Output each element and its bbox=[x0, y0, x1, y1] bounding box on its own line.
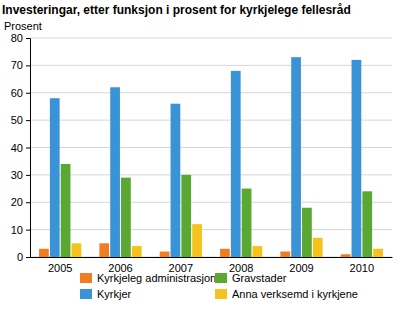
y-tick-label: 50 bbox=[11, 114, 23, 126]
y-tick-label: 60 bbox=[11, 87, 23, 99]
y-tick-label: 20 bbox=[11, 196, 23, 208]
bar bbox=[302, 208, 312, 257]
bar bbox=[99, 243, 109, 257]
bar bbox=[110, 87, 120, 257]
y-tick: 80 bbox=[11, 32, 30, 44]
y-tick-mark bbox=[26, 257, 30, 258]
y-tick: 10 bbox=[11, 224, 30, 236]
x-tick-label: 2009 bbox=[289, 262, 313, 274]
y-tick-label: 70 bbox=[11, 59, 23, 71]
y-tick-label: 30 bbox=[11, 169, 23, 181]
y-tick-label: 40 bbox=[11, 142, 23, 154]
grid bbox=[30, 38, 392, 257]
bar bbox=[192, 224, 202, 257]
y-tick-mark bbox=[26, 175, 30, 176]
y-tick: 50 bbox=[11, 114, 30, 126]
y-tick-label: 0 bbox=[17, 251, 23, 263]
x-tick-label: 2010 bbox=[350, 262, 374, 274]
y-tick: 0 bbox=[17, 251, 30, 263]
legend-item: Gravstader bbox=[215, 272, 287, 284]
y-tick: 40 bbox=[11, 142, 30, 154]
bar bbox=[253, 246, 263, 257]
bar bbox=[341, 254, 351, 257]
bar bbox=[50, 98, 60, 257]
x-axis-line bbox=[31, 257, 393, 258]
bar bbox=[171, 104, 181, 257]
y-tick-mark bbox=[26, 120, 30, 121]
legend-label: Kyrkjer bbox=[97, 288, 132, 300]
legend-label: Kyrkjeleg administrasjon bbox=[97, 272, 216, 284]
chart-title: Investeringar, etter funksjon i prosent … bbox=[2, 3, 351, 17]
chart-container: Investeringar, etter funksjon i prosent … bbox=[0, 0, 400, 320]
x-tick-label: 2005 bbox=[48, 262, 72, 274]
y-tick-mark bbox=[26, 230, 30, 231]
legend: Kyrkjeleg administrasjon Kyrkjer Gravstade… bbox=[80, 272, 358, 300]
bar bbox=[280, 252, 290, 257]
legend-swatch bbox=[80, 289, 92, 299]
grid-line bbox=[30, 65, 392, 66]
y-tick-label: 10 bbox=[11, 224, 23, 236]
bar bbox=[242, 189, 252, 257]
grid-line bbox=[30, 147, 392, 148]
grid-line bbox=[30, 120, 392, 121]
bar bbox=[160, 252, 170, 257]
legend-item: Kyrkjeleg administrasjon bbox=[80, 272, 216, 284]
y-tick: 30 bbox=[11, 169, 30, 181]
y-tick: 20 bbox=[11, 196, 30, 208]
bar bbox=[220, 249, 230, 257]
grid-line bbox=[30, 92, 392, 93]
legend-swatch bbox=[215, 289, 227, 299]
y-tick-mark bbox=[26, 38, 30, 39]
y-axis-line bbox=[26, 39, 31, 258]
grid-line bbox=[30, 38, 392, 39]
y-tick-mark bbox=[26, 65, 30, 66]
grid-line bbox=[30, 202, 392, 203]
legend-item: Anna verksemd i kyrkjene bbox=[215, 288, 358, 300]
legend-label: Gravstader bbox=[232, 272, 287, 284]
bar bbox=[352, 60, 362, 257]
bar bbox=[291, 57, 301, 257]
x-tick: 2010 bbox=[350, 257, 374, 274]
bar bbox=[313, 238, 323, 257]
y-tick-label: 80 bbox=[11, 32, 23, 44]
plot-area: 0102030405060708020052006200720082009201… bbox=[11, 32, 393, 274]
y-tick-mark bbox=[26, 93, 30, 94]
bar bbox=[181, 175, 191, 257]
y-axis: 0 10 20 30 40 50 60 70 80 bbox=[11, 32, 31, 263]
y-tick: 70 bbox=[11, 59, 30, 71]
y-tick: 60 bbox=[11, 87, 30, 99]
grid-line bbox=[30, 174, 392, 175]
bar bbox=[61, 164, 71, 257]
y-axis-title: Prosent bbox=[4, 20, 42, 32]
bar bbox=[132, 246, 142, 257]
bar bbox=[72, 243, 82, 257]
grid-line bbox=[30, 229, 392, 230]
x-tick: 2005 bbox=[48, 257, 72, 274]
y-tick-mark bbox=[26, 148, 30, 149]
bar bbox=[362, 191, 372, 257]
bar bbox=[373, 249, 383, 257]
legend-swatch bbox=[80, 273, 92, 283]
grid-line bbox=[30, 257, 392, 258]
legend-swatch bbox=[215, 273, 227, 283]
y-tick-mark bbox=[26, 202, 30, 203]
legend-label: Anna verksemd i kyrkjene bbox=[232, 288, 358, 300]
bar bbox=[121, 178, 131, 257]
chart-svg: Investeringar, etter funksjon i prosent … bbox=[0, 0, 400, 320]
bar bbox=[231, 71, 241, 257]
legend-item: Kyrkjer bbox=[80, 288, 132, 300]
bars bbox=[39, 57, 383, 257]
bar bbox=[39, 249, 49, 257]
x-tick: 2009 bbox=[289, 257, 313, 274]
